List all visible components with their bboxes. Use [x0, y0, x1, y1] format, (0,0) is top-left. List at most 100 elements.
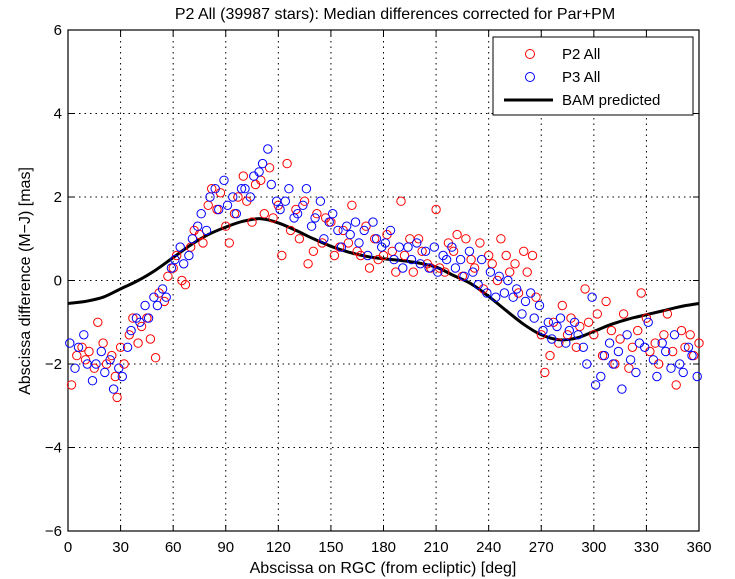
p3-all-point — [464, 246, 475, 257]
tick-marks — [67, 29, 700, 532]
p3-all-point — [441, 254, 452, 265]
p2-all-point — [172, 250, 182, 261]
p3-all-point — [324, 217, 334, 227]
x-tick-label: 90 — [217, 539, 234, 556]
p2-all-point — [510, 259, 520, 269]
p3-all-point — [412, 238, 422, 248]
p3-all-point — [468, 267, 478, 277]
y-tick-label: −2 — [45, 356, 62, 373]
p2-all-point — [654, 359, 664, 369]
p3-all-point — [429, 242, 439, 252]
p3-all-point — [582, 359, 592, 369]
p2-all-point — [259, 209, 269, 219]
p3-all-point — [319, 234, 329, 244]
p3-all-point — [310, 213, 320, 223]
p3-all-point — [587, 292, 597, 302]
p2-all-point — [554, 338, 564, 348]
p3-all-point — [424, 263, 434, 273]
p2-all-point — [229, 209, 240, 219]
p2-all-point — [618, 309, 629, 319]
p2-all-point — [391, 267, 401, 277]
p3-all-point — [143, 313, 154, 323]
p3-all-point — [65, 338, 75, 348]
p2-all-point — [694, 338, 704, 348]
p2-all-point — [180, 280, 191, 290]
p3-all-point — [634, 338, 645, 348]
p3-all-point — [214, 204, 224, 215]
p2-all-point — [536, 330, 546, 340]
p3-all-point — [648, 355, 659, 365]
p3-all-point — [240, 184, 250, 194]
y-tick-labels: −6 −4 −2 0 2 4 6 — [45, 22, 62, 540]
p2-all-point — [540, 367, 550, 378]
p2-all-point — [124, 330, 135, 340]
p3-all-point — [499, 288, 510, 298]
x-tick-label: 300 — [581, 539, 606, 556]
p2-all-point — [668, 346, 678, 357]
p2-all-point — [128, 313, 138, 323]
p3-all-point — [350, 217, 361, 227]
p3-all-point — [126, 325, 136, 336]
p2-all-point — [469, 263, 480, 273]
p2-all-point — [545, 350, 555, 361]
legend-p2-marker — [525, 49, 535, 59]
p3-all-point — [354, 238, 364, 248]
p3-all-point — [640, 342, 650, 352]
p2-all-point — [250, 179, 261, 190]
p2-all-point — [571, 342, 581, 352]
p3-all-point — [306, 221, 317, 231]
p3-all-point — [228, 192, 238, 202]
p3-all-point — [552, 321, 562, 332]
p2-all-point — [592, 309, 602, 319]
p3-all-point — [336, 242, 347, 252]
p3-all-point — [79, 330, 89, 340]
p2-all-point — [496, 234, 506, 244]
p3-all-point — [135, 317, 145, 327]
p3-all-point — [184, 250, 194, 261]
chart-title: P2 All (39987 stars): Median differences… — [175, 6, 615, 23]
p3-all-point — [666, 363, 676, 373]
p3-all-point — [298, 200, 308, 211]
p3-all-point — [249, 171, 259, 181]
p3-all-point — [210, 184, 220, 194]
p2-all-point — [557, 300, 567, 311]
p3-all-point — [284, 184, 294, 194]
p2-all-point — [77, 342, 87, 352]
p3-all-point — [529, 313, 539, 323]
p2-all-point — [676, 325, 687, 336]
p3-all-point — [622, 330, 632, 340]
p2-all-point — [685, 330, 695, 340]
p2-all-point — [238, 171, 249, 181]
p2-all-point — [110, 371, 121, 382]
p3-all-point — [683, 342, 694, 352]
p3-all-point — [342, 221, 352, 231]
p3-all-point — [473, 280, 483, 290]
p3-all-point — [406, 254, 417, 265]
p2-all-point — [317, 238, 327, 248]
p2-all-point — [145, 334, 156, 344]
p3-all-point — [170, 254, 180, 265]
p2-all-point — [466, 254, 476, 265]
p2-all-point — [329, 250, 340, 261]
p3-all-point — [91, 359, 101, 369]
y-tick-label: 0 — [54, 273, 62, 290]
p3-all-point — [573, 330, 583, 340]
p3-all-point — [599, 350, 610, 361]
p2-all-point — [636, 288, 646, 298]
p3-all-point — [494, 271, 504, 281]
p3-all-point — [292, 209, 303, 219]
p3-all-point — [140, 300, 150, 311]
p3-all-point — [222, 200, 233, 211]
p3-all-point — [564, 325, 574, 336]
p3-all-point — [389, 254, 399, 265]
p2-all-point — [93, 317, 103, 327]
p2-all-point — [347, 200, 357, 211]
p3-all-point — [669, 330, 680, 340]
y-tick-label: −6 — [45, 523, 62, 540]
p3-all-point — [266, 179, 276, 190]
p2-all-point — [98, 338, 108, 348]
p3-all-point — [590, 380, 601, 390]
legend-p2-label: P2 All — [562, 46, 600, 63]
p3-all-point — [301, 184, 312, 194]
